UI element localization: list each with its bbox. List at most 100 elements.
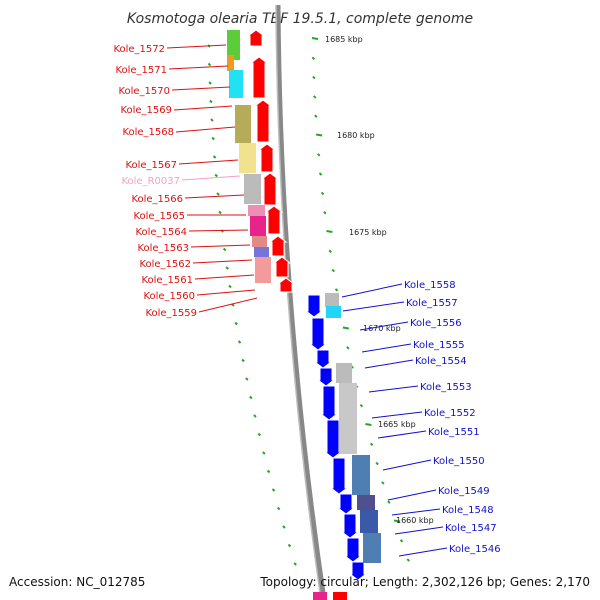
gene-label-kole-1571[interactable]: Kole_1571 bbox=[115, 65, 167, 76]
ruler-tick bbox=[234, 321, 238, 326]
gene-label-kole-1561[interactable]: Kole_1561 bbox=[141, 275, 193, 286]
right-category-blocks bbox=[325, 293, 381, 563]
gene-arrow-reverse[interactable] bbox=[304, 294, 324, 318]
ruler-tick bbox=[393, 519, 401, 523]
gene-arrow-reverse[interactable] bbox=[336, 493, 356, 515]
gene-label-kole-1554[interactable]: Kole_1554 bbox=[415, 356, 467, 367]
leader-line bbox=[181, 175, 241, 181]
gene-label-kole-1551[interactable]: Kole_1551 bbox=[428, 427, 480, 438]
gene-arrow-reverse[interactable] bbox=[316, 367, 336, 387]
gene-label-kole-r0037[interactable]: Kole_R0037 bbox=[121, 176, 180, 187]
gene-label-kole-1566[interactable]: Kole_1566 bbox=[131, 194, 183, 205]
ruler-tick bbox=[266, 469, 271, 474]
ruler-tick bbox=[282, 525, 286, 529]
topology-text: Topology: circular; Length: 2,302,126 bp… bbox=[259, 575, 590, 589]
accession-text: Accession: NC_012785 bbox=[9, 575, 145, 589]
ruler-ticks bbox=[207, 37, 410, 566]
map-title: Kosmotoga olearia TBF 19.5.1, complete g… bbox=[127, 11, 473, 27]
ruler-tick bbox=[293, 562, 297, 566]
right-leader-lines bbox=[341, 283, 448, 557]
gene-arrow-forward[interactable] bbox=[264, 205, 284, 235]
ruler-tick bbox=[287, 543, 292, 548]
leader-line bbox=[166, 44, 227, 49]
gene-arrow-forward[interactable] bbox=[253, 99, 273, 143]
ruler-labels: 1685 kbp 1680 kbp 1675 kbp 1670 kbp 1665… bbox=[325, 35, 434, 525]
gene-arrow-reverse[interactable] bbox=[329, 457, 349, 495]
gene-arrow-forward[interactable] bbox=[249, 56, 269, 99]
gene-label-kole-1549[interactable]: Kole_1549 bbox=[438, 486, 490, 497]
gene-arrow-forward[interactable] bbox=[246, 29, 266, 47]
left-category-blocks bbox=[227, 30, 271, 283]
ruler-tick bbox=[320, 191, 325, 196]
ruler-tick bbox=[214, 173, 218, 178]
ruler-tick bbox=[222, 247, 227, 252]
leader-line bbox=[341, 283, 403, 298]
gene-arrow-reverse[interactable] bbox=[348, 561, 368, 581]
gene-label-kole-1558[interactable]: Kole_1558 bbox=[404, 280, 456, 291]
ruler-label-1685: 1685 kbp bbox=[325, 35, 363, 44]
ruler-label-1680: 1680 kbp bbox=[337, 131, 375, 140]
gene-label-kole-1546[interactable]: Kole_1546 bbox=[449, 544, 501, 555]
leader-line bbox=[184, 194, 245, 199]
ruler-tick bbox=[262, 451, 266, 455]
gene-arrow-reverse[interactable] bbox=[319, 385, 339, 421]
gene-arrow-forward[interactable] bbox=[260, 172, 280, 206]
gene-arrow-forward[interactable] bbox=[272, 256, 292, 278]
gene-label-kole-1564[interactable]: Kole_1564 bbox=[135, 227, 187, 238]
gene-arrow-forward[interactable] bbox=[268, 235, 288, 257]
gene-label-kole-1567[interactable]: Kole_1567 bbox=[125, 160, 177, 171]
leader-line bbox=[173, 105, 233, 111]
reverse-strand-track bbox=[304, 294, 368, 581]
category-block bbox=[227, 30, 240, 60]
ruler-tick bbox=[211, 136, 215, 141]
gene-label-kole-1560[interactable]: Kole_1560 bbox=[143, 291, 195, 302]
ruler-tick bbox=[331, 268, 335, 273]
ruler-tick bbox=[228, 284, 232, 289]
ruler-tick bbox=[218, 210, 222, 215]
gene-label-kole-1563[interactable]: Kole_1563 bbox=[137, 243, 189, 254]
gene-label-kole-1562[interactable]: Kole_1562 bbox=[139, 259, 191, 270]
ruler-tick bbox=[253, 414, 257, 418]
gene-arrow-reverse[interactable] bbox=[343, 537, 363, 563]
leader-line bbox=[192, 259, 253, 264]
leader-line bbox=[175, 126, 236, 133]
gene-arrow-forward[interactable] bbox=[276, 277, 296, 293]
leader-line bbox=[171, 86, 231, 91]
category-block bbox=[252, 236, 267, 247]
leader-line bbox=[359, 321, 409, 331]
category-block bbox=[255, 257, 271, 283]
leader-line bbox=[382, 459, 432, 471]
leader-line bbox=[198, 297, 258, 313]
gene-label-kole-1550[interactable]: Kole_1550 bbox=[433, 456, 485, 467]
gene-arrow-reverse[interactable] bbox=[308, 317, 328, 351]
gene-label-kole-1572[interactable]: Kole_1572 bbox=[113, 44, 165, 55]
gene-label-kole-1557[interactable]: Kole_1557 bbox=[406, 298, 458, 309]
gene-label-kole-1569[interactable]: Kole_1569 bbox=[120, 105, 172, 116]
ruler-tick bbox=[359, 403, 364, 408]
ruler-label-1660: 1660 kbp bbox=[396, 516, 434, 525]
gene-label-kole-1547[interactable]: Kole_1547 bbox=[445, 523, 497, 534]
gene-label-kole-1553[interactable]: Kole_1553 bbox=[420, 382, 472, 393]
ruler-tick bbox=[241, 358, 245, 363]
gene-label-kole-1556[interactable]: Kole_1556 bbox=[410, 318, 462, 329]
category-block bbox=[336, 363, 352, 383]
gene-label-kole-1548[interactable]: Kole_1548 bbox=[442, 505, 494, 516]
gene-arrow-reverse[interactable] bbox=[323, 419, 343, 459]
gene-label-kole-1565[interactable]: Kole_1565 bbox=[133, 211, 185, 222]
gene-label-kole-1570[interactable]: Kole_1570 bbox=[118, 86, 170, 97]
gene-label-kole-1559[interactable]: Kole_1559 bbox=[145, 308, 197, 319]
ruler-tick bbox=[245, 377, 249, 381]
gene-arrow-forward[interactable] bbox=[257, 143, 277, 173]
leader-line bbox=[371, 411, 423, 419]
leader-line bbox=[387, 489, 437, 501]
gene-label-kole-1568[interactable]: Kole_1568 bbox=[122, 127, 174, 138]
ruler-tick bbox=[346, 346, 350, 350]
ruler-label-1675: 1675 kbp bbox=[349, 228, 387, 237]
gene-label-kole-1555[interactable]: Kole_1555 bbox=[413, 340, 465, 351]
category-block bbox=[239, 143, 256, 173]
gene-arrow-reverse[interactable] bbox=[313, 349, 333, 369]
gene-arrow-reverse[interactable] bbox=[340, 513, 360, 539]
gene-label-kole-1552[interactable]: Kole_1552 bbox=[424, 408, 476, 419]
